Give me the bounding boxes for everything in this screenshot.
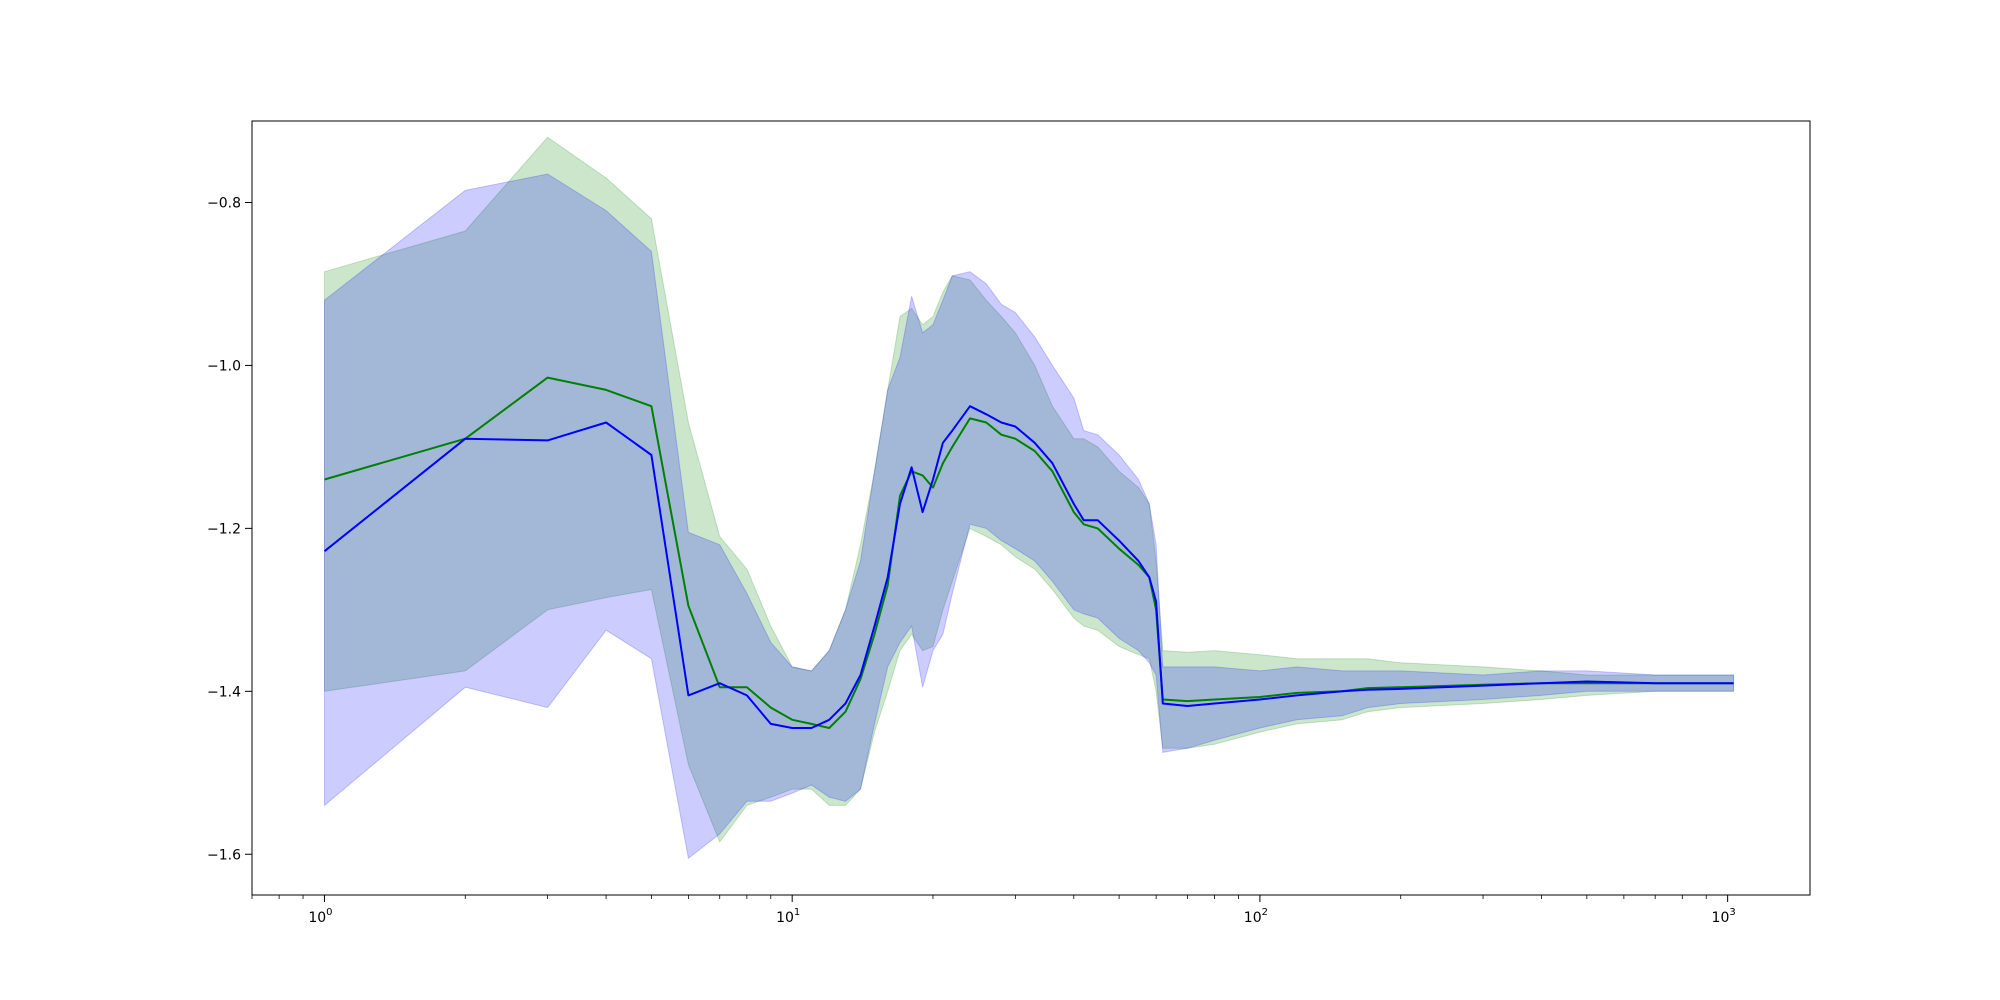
x-axis: 100 101 102 103 bbox=[251, 895, 1736, 926]
y-tick-label: −0.8 bbox=[207, 195, 241, 211]
series-1-line bbox=[323, 405, 1734, 729]
x-tick-label: 102 bbox=[1244, 907, 1268, 926]
y-tick-label: −1.6 bbox=[207, 847, 241, 863]
series-1-band bbox=[324, 173, 1735, 860]
y-axis: −0.8 −1.0 −1.2 −1.4 −1.6 bbox=[207, 195, 252, 863]
y-tick-label: −1.0 bbox=[207, 358, 241, 374]
series-0-band bbox=[324, 136, 1735, 844]
plot-frame bbox=[251, 120, 1811, 896]
x-tick-label: 103 bbox=[1712, 907, 1736, 926]
x-tick-label: 101 bbox=[776, 907, 800, 926]
y-tick-label: −1.4 bbox=[207, 684, 241, 700]
y-tick-label: −1.2 bbox=[207, 521, 241, 537]
x-tick-label: 100 bbox=[308, 907, 332, 926]
plot-area bbox=[323, 136, 1735, 860]
